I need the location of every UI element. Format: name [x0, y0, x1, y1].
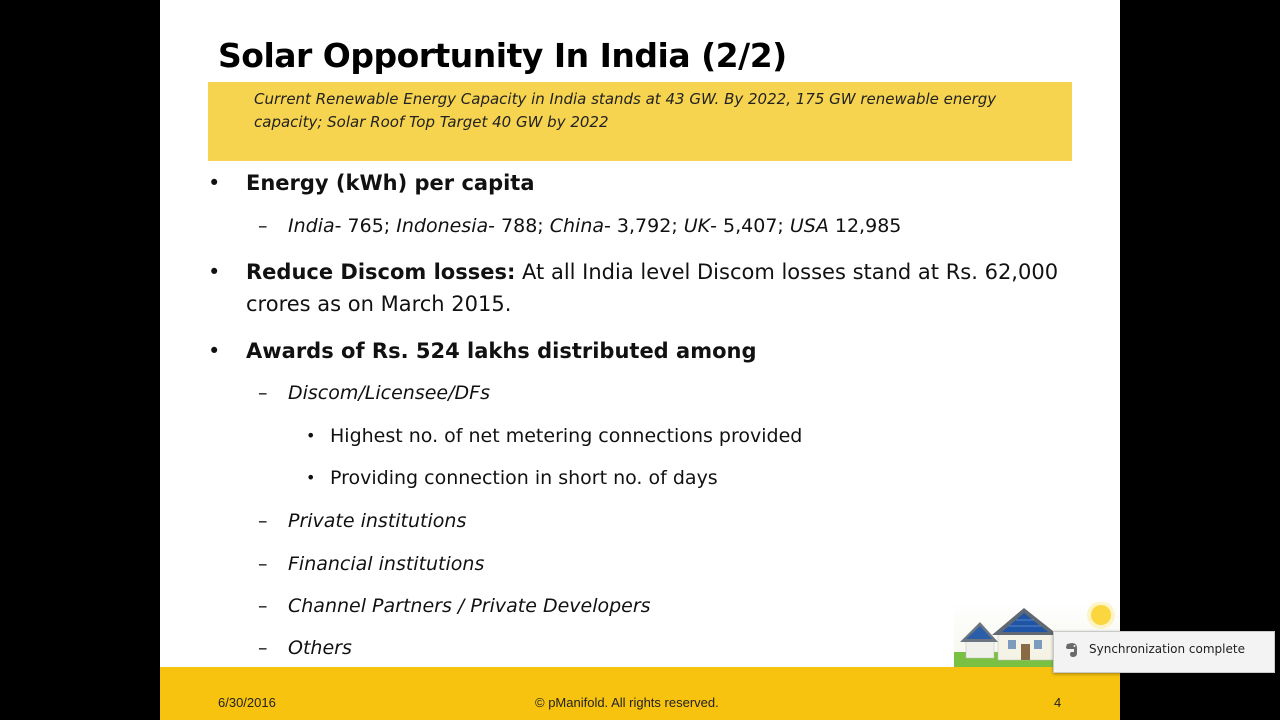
value-china: - 3,792;	[604, 215, 684, 237]
sync-notification[interactable]: Synchronization complete	[1053, 631, 1275, 673]
evernote-icon	[1066, 643, 1077, 657]
awards-sub-financial: – Financial institutions	[258, 550, 1048, 578]
footer-page-number: 4	[1054, 695, 1062, 710]
awards-sub-others: – Others	[258, 634, 1048, 662]
awards-sub-label: Others	[288, 637, 352, 659]
awards-sub-label: Financial institutions	[288, 553, 485, 575]
country-uk: UK	[683, 215, 711, 237]
dash-marker: –	[258, 637, 268, 659]
value-uk: - 5,407;	[710, 215, 790, 237]
bullet-marker: •	[208, 171, 221, 195]
bullet-marker: •	[306, 426, 316, 445]
energy-heading: Energy (kWh) per capita	[246, 171, 535, 195]
footer-copyright: © pManifold. All rights reserved.	[535, 695, 719, 710]
bullet-marker: •	[208, 260, 221, 284]
awards-sub-label: Private institutions	[288, 510, 467, 532]
energy-detail: – India- 765; Indonesia- 788; China- 3,7…	[258, 212, 1048, 240]
footer-date: 6/30/2016	[218, 695, 276, 710]
awards-sub-discom: – Discom/Licensee/DFs	[258, 379, 1048, 407]
bullet-awards: • Awards of Rs. 524 lakhs distributed am…	[208, 335, 1066, 367]
dash-marker: –	[258, 510, 268, 532]
bullet-marker: •	[208, 339, 221, 363]
country-indonesia: Indonesia	[396, 215, 489, 237]
slide-title: Solar Opportunity In India (2/2)	[218, 36, 787, 75]
value-usa: 12,985	[828, 215, 902, 237]
slide-body: • Energy (kWh) per capita – India- 765; …	[160, 0, 1120, 720]
country-usa: USA	[789, 215, 829, 237]
awards-heading: Awards of Rs. 524 lakhs distributed amon…	[246, 339, 757, 363]
dash-marker: –	[258, 382, 268, 404]
slide: Solar Opportunity In India (2/2) Current…	[160, 0, 1120, 720]
notification-text: Synchronization complete	[1089, 642, 1245, 656]
awards-item: • Providing connection in short no. of d…	[306, 464, 1030, 492]
banner-text: Current Renewable Energy Capacity in Ind…	[254, 90, 997, 131]
discom-text: At all India level Discom losses stand a…	[246, 260, 1059, 316]
bullet-marker: •	[306, 468, 316, 487]
value-indonesia: - 788;	[488, 215, 550, 237]
awards-sub-label: Channel Partners / Private Developers	[288, 595, 651, 617]
awards-item: • Highest no. of net metering connection…	[306, 422, 1030, 450]
summary-banner: Current Renewable Energy Capacity in Ind…	[208, 82, 1072, 161]
value-india: - 765;	[334, 215, 397, 237]
dash-marker: –	[258, 595, 268, 617]
sun-icon	[1091, 605, 1111, 625]
awards-sub-label: Discom/Licensee/DFs	[288, 382, 490, 404]
awards-sub-channel: – Channel Partners / Private Developers	[258, 592, 1048, 620]
awards-item-text: Highest no. of net metering connections …	[330, 425, 803, 447]
country-china: China	[549, 215, 605, 237]
bullet-energy: • Energy (kWh) per capita	[208, 167, 1066, 199]
awards-sub-private: – Private institutions	[258, 507, 1048, 535]
discom-heading: Reduce Discom losses:	[246, 260, 516, 284]
awards-item-text: Providing connection in short no. of day…	[330, 467, 718, 489]
bullet-discom: • Reduce Discom losses: At all India lev…	[208, 256, 1066, 320]
slide-footer: 6/30/2016 © pManifold. All rights reserv…	[160, 667, 1120, 720]
country-india: India	[288, 215, 335, 237]
dash-marker: –	[258, 553, 268, 575]
dash-marker: –	[258, 215, 268, 237]
